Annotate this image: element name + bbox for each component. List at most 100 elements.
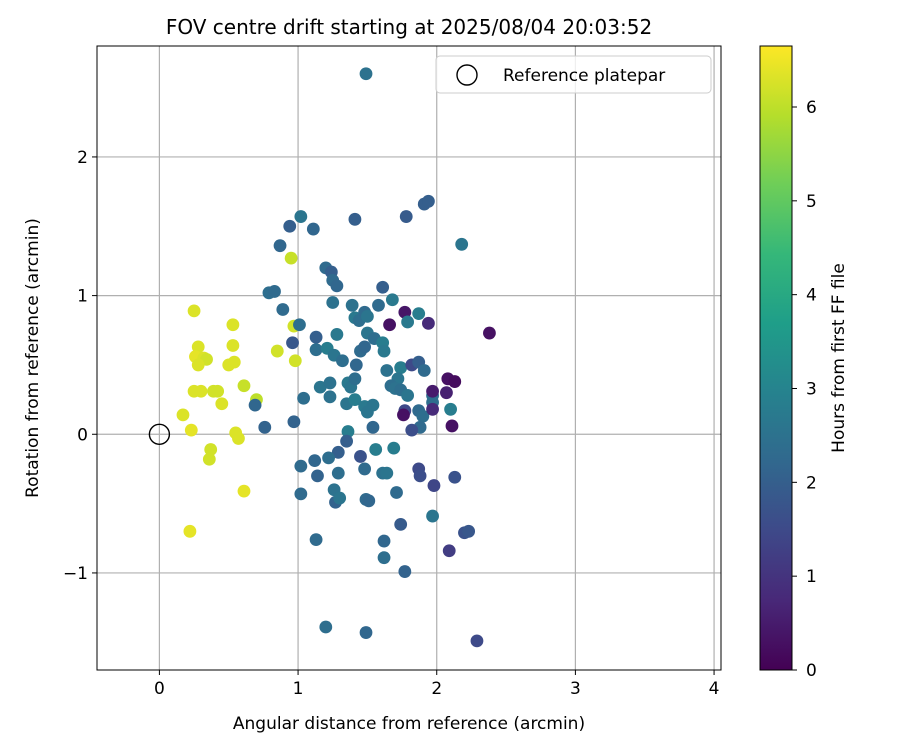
scatter-point xyxy=(215,397,229,411)
scatter-point xyxy=(422,316,435,330)
scatter-point xyxy=(416,409,430,423)
scatter-point xyxy=(309,330,323,344)
scatter-point xyxy=(349,358,363,372)
x-tick-label: 1 xyxy=(293,679,304,699)
colorbar-tick-label: 5 xyxy=(806,192,817,212)
scatter-point xyxy=(311,469,324,483)
scatter-point xyxy=(361,405,374,419)
scatter-point xyxy=(376,280,390,294)
scatter-point xyxy=(358,462,372,476)
scatter-point xyxy=(336,354,349,368)
scatter-point xyxy=(340,434,353,448)
y-tick-label: 2 xyxy=(77,148,88,168)
scatter-point xyxy=(309,533,323,547)
scatter-point xyxy=(331,445,345,459)
colorbar-label: Hours from first FF file xyxy=(829,263,849,453)
scatter-point xyxy=(284,251,298,265)
x-tick-label: 3 xyxy=(570,679,581,699)
scatter-point xyxy=(358,340,372,354)
scatter-point xyxy=(287,415,301,429)
scatter-point xyxy=(330,328,344,341)
legend: Reference platepar xyxy=(435,55,712,94)
scatter-point xyxy=(377,551,391,565)
colorbar-tick-label: 0 xyxy=(806,661,817,681)
x-tick-label: 0 xyxy=(154,679,165,699)
scatter-point xyxy=(455,237,469,251)
scatter-point xyxy=(442,544,456,558)
scatter-point xyxy=(294,459,308,473)
plot-frame xyxy=(96,45,722,671)
scatter-point xyxy=(326,296,340,309)
legend-label: Reference platepar xyxy=(503,66,665,86)
scatter-point xyxy=(366,420,380,434)
data-points xyxy=(148,67,496,648)
scatter-point xyxy=(319,620,333,634)
scatter-point xyxy=(232,432,245,445)
scatter-point xyxy=(369,443,383,456)
scatter-point xyxy=(348,393,362,406)
scatter-point xyxy=(227,355,241,369)
scatter-point xyxy=(191,358,205,372)
colorbar-tick-label: 6 xyxy=(806,98,817,118)
scatter-point xyxy=(330,279,344,293)
x-tick-label: 2 xyxy=(431,679,442,699)
scatter-point xyxy=(348,372,362,386)
chart-title: FOV centre drift starting at 2025/08/04 … xyxy=(166,15,652,39)
scatter-point xyxy=(309,343,323,357)
y-tick-label: 1 xyxy=(77,287,88,307)
scatter-point xyxy=(426,384,439,398)
scatter-point xyxy=(331,466,345,480)
scatter-point xyxy=(405,423,419,437)
scatter-point xyxy=(323,376,337,390)
scatter-point xyxy=(313,380,327,394)
scatter-point xyxy=(237,484,251,498)
scatter-point xyxy=(398,565,412,578)
scatter-point xyxy=(401,389,415,402)
scatter-point xyxy=(283,219,297,233)
scatter-point xyxy=(427,479,441,492)
scatter-point xyxy=(293,318,306,332)
scatter-point xyxy=(276,303,290,316)
scatter-point xyxy=(211,384,225,398)
scatter-point xyxy=(372,298,385,312)
scatter-point xyxy=(440,386,453,400)
scatter-point xyxy=(187,304,201,318)
scatter-point xyxy=(183,524,197,538)
scatter-point xyxy=(470,634,484,648)
scatter-point xyxy=(445,419,459,433)
scatter-point xyxy=(426,402,439,416)
scatter-point xyxy=(385,293,399,307)
colorbar-tick-label: 4 xyxy=(806,286,817,306)
scatter-point xyxy=(258,420,272,434)
scatter-point xyxy=(359,626,373,639)
scatter-point xyxy=(448,375,462,388)
scatter-point xyxy=(380,466,394,480)
scatter-point xyxy=(462,524,476,538)
scatter-point xyxy=(394,361,408,375)
scatter-point xyxy=(294,210,308,223)
colorbar-gradient xyxy=(759,45,793,671)
colorbar-tick-label: 2 xyxy=(806,473,817,493)
scatter-point xyxy=(308,454,322,468)
scatter-point xyxy=(297,391,311,405)
reference-platepar-marker xyxy=(148,423,171,445)
scatter-point xyxy=(412,307,426,321)
x-axis-ticks: 0 1 2 3 4 xyxy=(154,670,719,699)
scatter-point xyxy=(359,67,373,81)
scatter-point xyxy=(226,339,240,352)
legend-marker xyxy=(456,64,478,86)
colorbar-ticks: 0 1 2 3 4 5 6 xyxy=(792,98,817,681)
x-axis-label: Angular distance from reference (arcmin) xyxy=(233,714,585,734)
scatter-point xyxy=(194,384,208,398)
scatter-point xyxy=(341,425,355,438)
scatter-point xyxy=(483,326,496,340)
scatter-point xyxy=(273,239,287,253)
scatter-point xyxy=(390,486,403,499)
scatter-point xyxy=(323,390,337,404)
scatter-point xyxy=(426,509,439,523)
scatter-point xyxy=(348,212,362,226)
scatter-point xyxy=(383,318,396,332)
scatter-point xyxy=(444,402,457,416)
scatter-point xyxy=(377,344,391,358)
y-tick-label: −1 xyxy=(63,564,88,584)
